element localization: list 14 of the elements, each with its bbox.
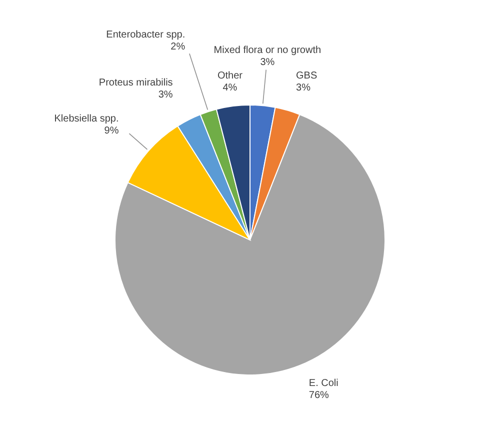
data-label: 3%	[158, 90, 173, 101]
slice-label: Enterobacter spp.	[106, 29, 186, 40]
data-label: 9%	[104, 125, 119, 136]
data-label: 3%	[296, 82, 311, 94]
slice-label: GBS	[296, 70, 318, 82]
slice-label: Mixed flora or no growth	[214, 44, 322, 56]
data-label: 2%	[170, 41, 186, 52]
slice-label: Other	[217, 70, 244, 82]
data-label: 4%	[222, 82, 238, 94]
data-label: 76%	[308, 390, 330, 401]
data-label: 3%	[260, 56, 275, 68]
slice-label: E. Coli	[308, 378, 338, 389]
slice-label: Klebsiella spp.	[54, 113, 119, 124]
slice-label: Proteus mirabilis	[98, 78, 173, 89]
